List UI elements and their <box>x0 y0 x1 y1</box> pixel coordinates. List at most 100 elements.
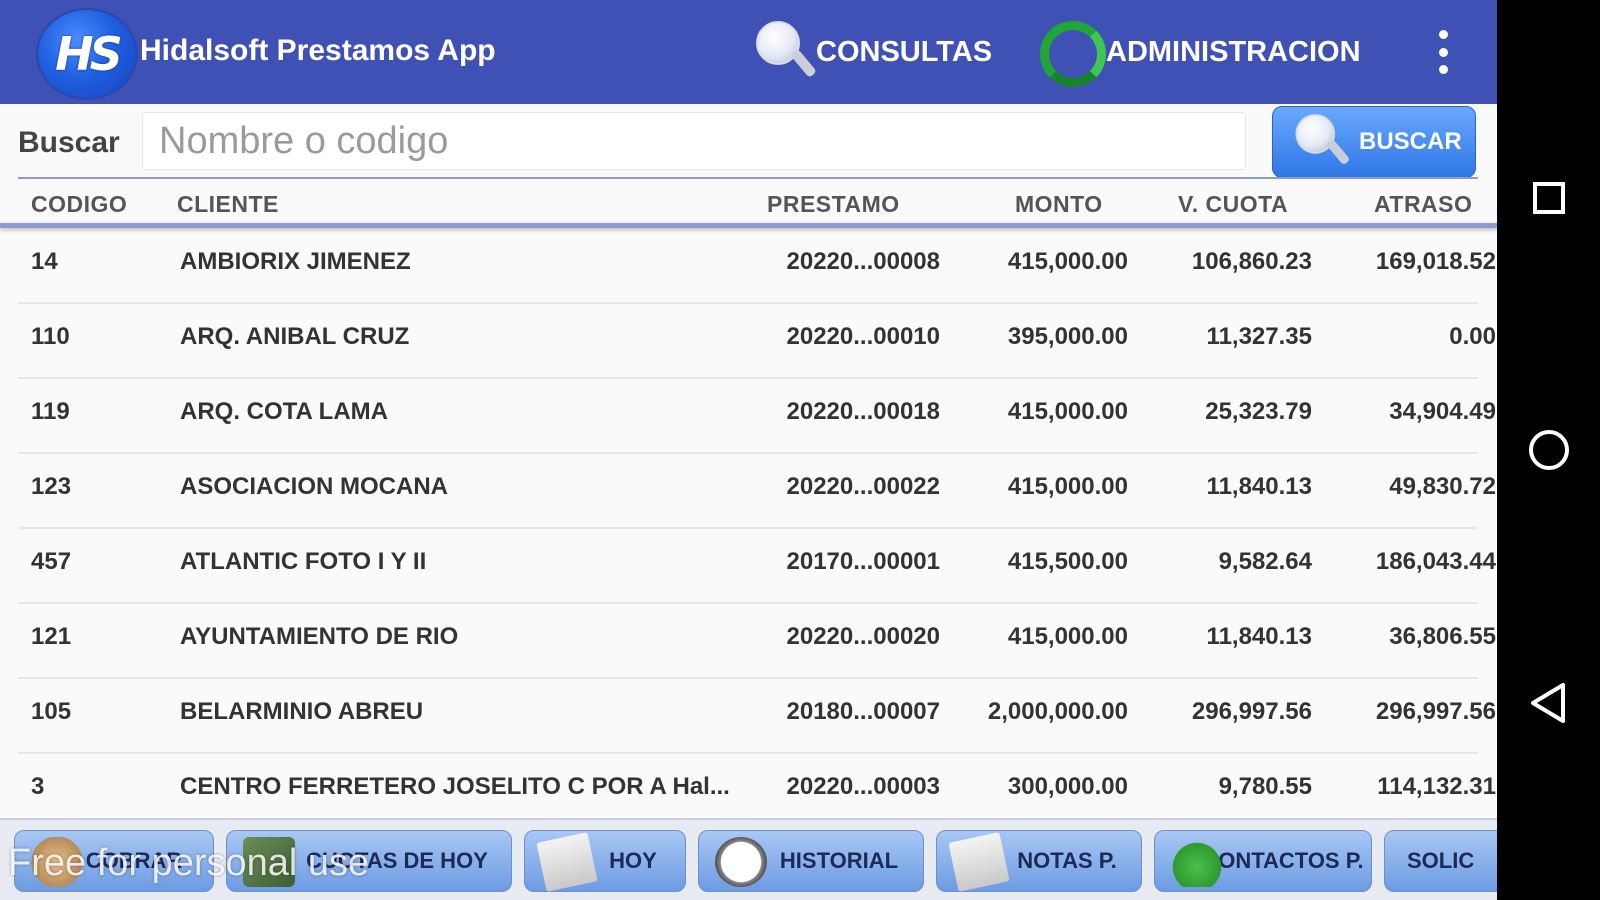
cell-client: AYUNTAMIENTO DE RIO <box>180 623 459 650</box>
column-header-amount[interactable]: MONTO <box>1015 191 1103 217</box>
circle-icon <box>1528 430 1569 470</box>
bottom-toolbar: COBRAR CUOTAS DE HOY HOY HISTORIAL NOTAS… <box>0 818 1497 900</box>
column-header-code[interactable]: CODIGO <box>31 191 128 217</box>
back-triangle-icon <box>1530 683 1565 723</box>
column-header-client[interactable]: CLIENTE <box>177 191 279 217</box>
cell-late: 296,997.56 <box>1375 698 1496 725</box>
cell-loan: 20220...00010 <box>786 323 940 350</box>
cell-amount: 2,000,000.00 <box>987 698 1128 725</box>
cell-loan: 20170...00001 <box>786 548 940 575</box>
app-window: HS Hidalsoft Prestamos App CONSULTAS ADM… <box>0 0 1497 900</box>
cell-late: 49,830.72 <box>1389 473 1496 500</box>
cuotas-hoy-button[interactable]: CUOTAS DE HOY <box>226 830 512 892</box>
cell-loan: 20220...00022 <box>786 473 940 500</box>
watermark-text: Free for personal use <box>8 842 370 884</box>
table-row[interactable]: 119 ARQ. COTA LAMA 20220...00018 415,000… <box>18 378 1496 454</box>
recents-button[interactable] <box>1497 153 1600 243</box>
home-button[interactable] <box>1497 405 1600 495</box>
cell-quota: 9,582.64 <box>1218 548 1312 575</box>
cell-amount: 300,000.00 <box>1007 773 1128 800</box>
system-nav-bar <box>1497 0 1600 900</box>
cell-amount: 415,000.00 <box>1007 398 1128 425</box>
cell-amount: 415,000.00 <box>1007 473 1128 500</box>
cell-quota: 106,860.23 <box>1191 248 1312 275</box>
cell-client: ARQ. COTA LAMA <box>180 398 388 425</box>
search-button[interactable]: BUSCAR <box>1272 106 1476 178</box>
cell-late: 186,043.44 <box>1375 548 1496 575</box>
notes-pen-icon <box>948 832 1010 892</box>
app-bar: HS Hidalsoft Prestamos App CONSULTAS ADM… <box>0 0 1497 104</box>
hoy-button[interactable]: HOY <box>524 830 686 892</box>
administracion-button[interactable]: ADMINISTRACION <box>1036 14 1361 90</box>
cell-client: BELARMINIO ABREU <box>180 698 424 725</box>
document-pen-icon <box>536 832 598 892</box>
cell-code: 457 <box>31 548 72 575</box>
table-row[interactable]: 3 CENTRO FERRETERO JOSELITO C POR A Hal.… <box>18 753 1496 827</box>
table-row[interactable]: 14 AMBIORIX JIMENEZ 20220...00008 415,00… <box>18 228 1496 304</box>
cell-late: 36,806.55 <box>1389 623 1496 650</box>
cell-code: 121 <box>31 623 72 650</box>
cobrar-label: COBRAR <box>85 848 183 873</box>
cell-amount: 415,000.00 <box>1007 248 1128 275</box>
search-divider <box>18 177 1478 179</box>
cell-quota: 11,840.13 <box>1206 473 1312 500</box>
cell-amount: 395,000.00 <box>1007 323 1128 350</box>
cell-client: ASOCIACION MOCANA <box>180 473 448 500</box>
cobrar-button[interactable]: COBRAR <box>14 830 214 892</box>
cell-loan: 20220...00018 <box>786 398 940 425</box>
phone-icon <box>1171 837 1223 887</box>
back-button[interactable] <box>1497 658 1600 748</box>
search-input[interactable] <box>142 112 1246 170</box>
search-label: Buscar <box>18 126 120 159</box>
cell-client: ATLANTIC FOTO I Y II <box>180 548 427 575</box>
table-header: CODIGO CLIENTE PRESTAMO MONTO V. CUOTA A… <box>0 181 1497 223</box>
hand-money-icon <box>31 837 83 887</box>
search-button-label: BUSCAR <box>1359 128 1462 155</box>
overflow-menu-icon[interactable] <box>1436 30 1450 74</box>
consultas-button[interactable]: CONSULTAS <box>752 14 992 90</box>
notas-label: NOTAS P. <box>1017 848 1117 873</box>
cell-amount: 415,000.00 <box>1007 623 1128 650</box>
cell-code: 105 <box>31 698 72 725</box>
cell-loan: 20220...00020 <box>786 623 940 650</box>
table-row[interactable]: 110 ARQ. ANIBAL CRUZ 20220...00010 395,0… <box>18 303 1496 379</box>
money-stack-icon <box>243 837 295 887</box>
header-divider <box>0 223 1497 228</box>
recycle-icon <box>1036 17 1106 87</box>
solic-label: SOLIC <box>1407 848 1475 873</box>
table-row[interactable]: 123 ASOCIACION MOCANA 20220...00022 415,… <box>18 453 1496 529</box>
table-row[interactable]: 105 BELARMINIO ABREU 20180...00007 2,000… <box>18 678 1496 754</box>
solic-button[interactable]: SOLIC <box>1384 830 1497 892</box>
administracion-label: ADMINISTRACION <box>1106 35 1361 68</box>
cell-loan: 20180...00007 <box>786 698 940 725</box>
search-icon <box>1292 111 1351 174</box>
historial-label: HISTORIAL <box>779 848 899 873</box>
cell-code: 119 <box>31 398 70 425</box>
cuotas-hoy-label: CUOTAS DE HOY <box>306 848 488 873</box>
cell-client: ARQ. ANIBAL CRUZ <box>180 323 410 350</box>
table-row[interactable]: 457 ATLANTIC FOTO I Y II 20170...00001 4… <box>18 528 1496 604</box>
app-title: Hidalsoft Prestamos App <box>140 34 496 67</box>
cell-client: AMBIORIX JIMENEZ <box>180 248 411 275</box>
notas-button[interactable]: NOTAS P. <box>936 830 1142 892</box>
cell-amount: 415,500.00 <box>1007 548 1128 575</box>
cell-quota: 9,780.55 <box>1218 773 1312 800</box>
hoy-label: HOY <box>609 848 657 873</box>
column-header-quota[interactable]: V. CUOTA <box>1178 191 1289 217</box>
search-icon <box>752 17 817 87</box>
column-header-late[interactable]: ATRASO <box>1374 191 1473 217</box>
square-icon <box>1532 182 1565 214</box>
contactos-button[interactable]: CONTACTOS P. <box>1154 830 1372 892</box>
cell-late: 34,904.49 <box>1389 398 1496 425</box>
table-row[interactable]: 121 AYUNTAMIENTO DE RIO 20220...00020 41… <box>18 603 1496 679</box>
column-header-loan[interactable]: PRESTAMO <box>767 191 900 217</box>
cell-quota: 25,323.79 <box>1205 398 1312 425</box>
cell-quota: 296,997.56 <box>1191 698 1312 725</box>
search-bar: Buscar BUSCAR <box>0 104 1497 178</box>
cell-code: 110 <box>31 323 70 350</box>
loan-table: 14 AMBIORIX JIMENEZ 20220...00008 415,00… <box>0 228 1497 818</box>
cell-quota: 11,327.35 <box>1206 323 1312 350</box>
app-logo: HS <box>36 8 138 100</box>
historial-button[interactable]: HISTORIAL <box>698 830 924 892</box>
clock-icon <box>715 837 767 887</box>
